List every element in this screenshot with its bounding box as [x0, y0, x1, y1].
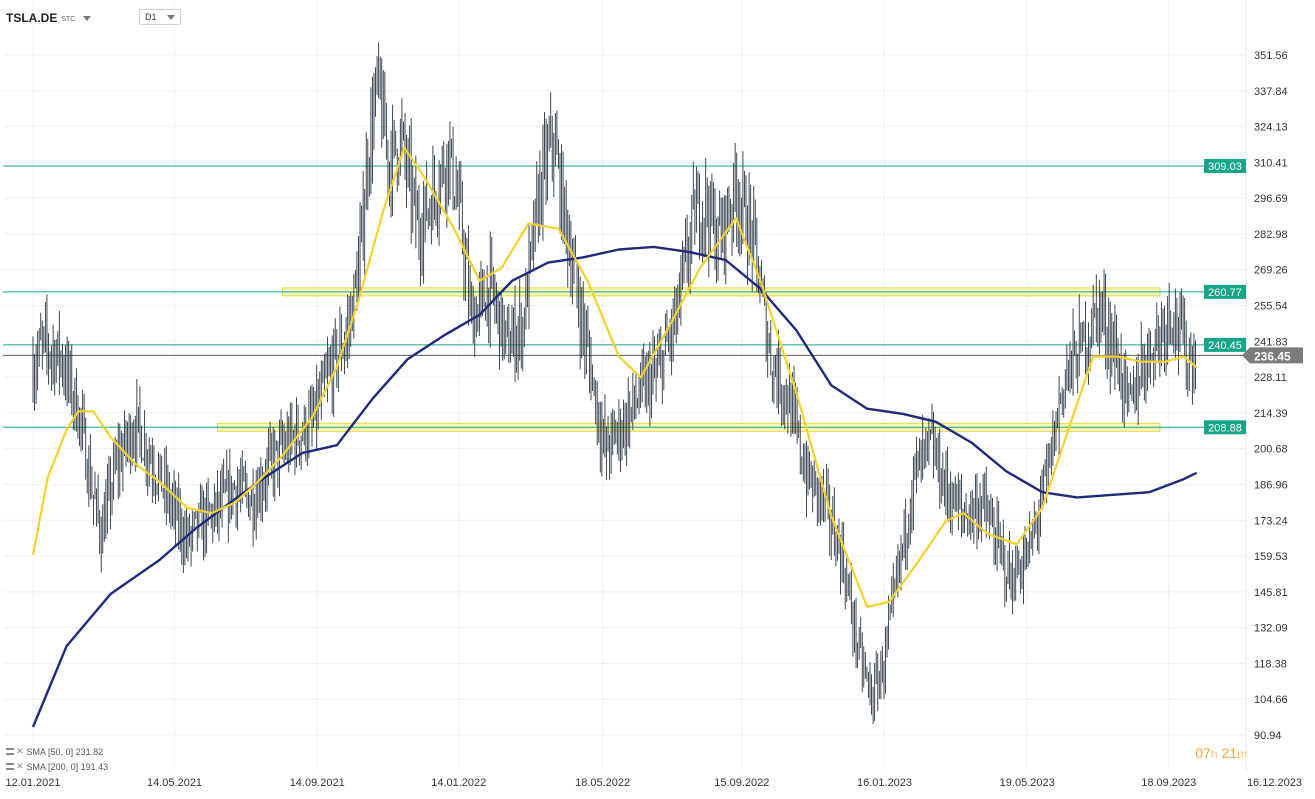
level-tag-label: 240.45: [1208, 340, 1242, 352]
close-icon[interactable]: ✕: [16, 761, 24, 771]
level-tag: [1204, 158, 1246, 173]
y-tick-label: 118.38: [1254, 658, 1287, 670]
y-tick-label: 132.09: [1254, 623, 1288, 635]
exchange-label: STC: [61, 16, 76, 23]
y-tick-label: 351.56: [1254, 50, 1288, 62]
y-tick-label: 159.53: [1254, 551, 1288, 563]
level-tag: [1204, 284, 1246, 299]
y-tick-label: 214.39: [1254, 408, 1288, 420]
indicator-legend-sma50[interactable]: ✕ SMA [50, 0] 231.82: [6, 746, 103, 757]
grid-lines: [3, 0, 1247, 770]
y-tick-label: 282.98: [1254, 229, 1288, 241]
symbol-selector[interactable]: TSLA.DE STC: [6, 8, 92, 28]
sma200-line: [31, 245, 1198, 728]
level-tag-label: 309.03: [1208, 161, 1242, 173]
price-axis: 351.56 337.84 324.13 310.41 296.69 282.98 269.…: [1254, 50, 1288, 742]
current-price-label: 236.45: [1254, 349, 1291, 363]
y-tick-label: 173.24: [1254, 515, 1288, 527]
countdown-h-unit: h: [1210, 747, 1218, 761]
x-tick-label: 14.09.2021: [290, 777, 345, 789]
x-tick-label: 12.01.2021: [5, 777, 60, 789]
y-tick-label: 145.81: [1254, 587, 1288, 599]
x-tick-label: 16.01.2023: [857, 777, 912, 789]
timeframe-value: D1: [145, 12, 157, 22]
y-tick-label: 228.11: [1254, 372, 1287, 384]
settings-icon[interactable]: [6, 748, 14, 755]
y-tick-label: 186.96: [1254, 479, 1288, 491]
indicator-value: 231.82: [75, 746, 104, 757]
support-resistance-zones: [216, 287, 1161, 432]
settings-icon[interactable]: [6, 763, 14, 770]
sma50-line: [31, 146, 1198, 609]
chevron-down-icon: [167, 15, 175, 20]
countdown-hours: 07: [1195, 745, 1211, 761]
x-tick-label: 14.05.2021: [147, 777, 202, 789]
y-tick-label: 200.68: [1254, 444, 1288, 456]
close-icon[interactable]: ✕: [16, 746, 24, 756]
symbol-name: TSLA.DE: [6, 11, 58, 25]
x-tick-label: 18.05.2022: [575, 777, 630, 789]
candle-countdown: 07h 21m: [1195, 745, 1247, 761]
y-tick-label: 337.84: [1254, 86, 1288, 98]
x-tick-label: 14.01.2022: [431, 777, 486, 789]
y-tick-label: 324.13: [1254, 122, 1288, 134]
x-tick-label: 16.12.2023: [1247, 777, 1302, 789]
indicator-legend-sma200[interactable]: ✕ SMA [200, 0] 191.43: [6, 761, 108, 772]
moving-averages: [31, 146, 1198, 728]
time-axis: 12.01.2021 14.05.2021 14.09.2021 14.01.2022…: [5, 777, 1302, 789]
chevron-down-icon[interactable]: [83, 15, 92, 21]
current-price-tag: [1242, 347, 1303, 364]
indicator-label: SMA [200, 0]: [26, 761, 79, 772]
y-tick-label: 104.66: [1254, 694, 1288, 706]
y-tick-label: 296.69: [1254, 193, 1288, 205]
x-tick-label: 19.05.2023: [1000, 777, 1055, 789]
indicator-label: SMA [50, 0]: [26, 746, 74, 757]
level-tag: [1204, 337, 1246, 352]
y-tick-label: 269.26: [1254, 265, 1288, 277]
countdown-minutes: 21: [1221, 745, 1237, 761]
y-tick-label: 310.41: [1254, 157, 1288, 169]
level-tag: [1204, 420, 1246, 435]
level-tag-label: 260.77: [1208, 287, 1242, 299]
timeframe-select[interactable]: D1: [139, 9, 181, 25]
indicator-value: 191.43: [80, 761, 109, 772]
x-tick-label: 15.09.2022: [714, 777, 769, 789]
countdown-m-unit: m: [1237, 747, 1247, 761]
y-tick-label: 90.94: [1254, 730, 1282, 742]
x-tick-label: 18.09.2023: [1141, 777, 1196, 789]
y-tick-label: 241.83: [1254, 336, 1288, 348]
y-tick-label: 255.54: [1254, 301, 1288, 313]
candlesticks: [32, 42, 1196, 725]
level-tag-label: 208.88: [1208, 422, 1242, 434]
